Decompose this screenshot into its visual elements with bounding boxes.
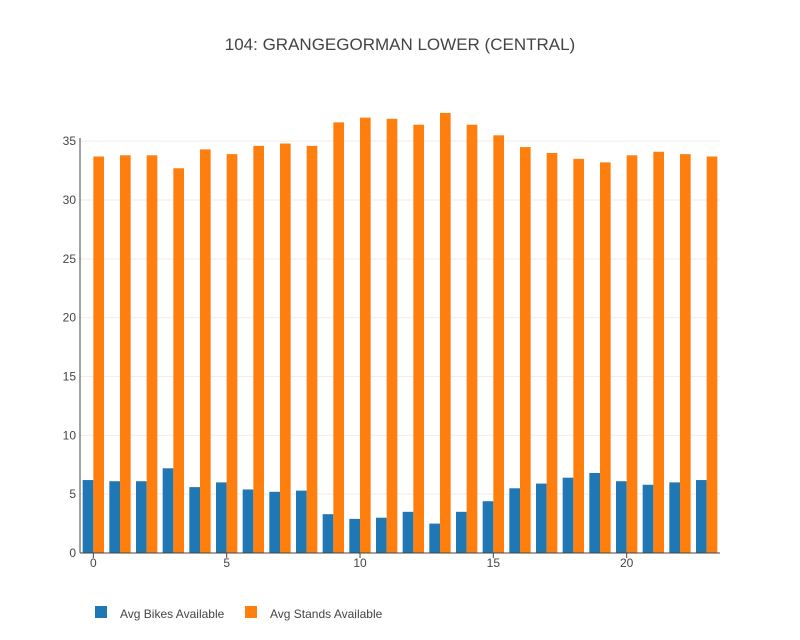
y-tick-label: 0	[69, 546, 76, 560]
bar-bikes[interactable]	[482, 501, 494, 553]
legend-swatch	[245, 606, 257, 618]
bar-bikes[interactable]	[562, 477, 574, 553]
bar-stands[interactable]	[626, 155, 638, 553]
bar-bikes[interactable]	[616, 481, 627, 553]
legend-swatch	[95, 606, 107, 618]
bar-bikes[interactable]	[402, 511, 414, 553]
bar-stands[interactable]	[653, 151, 664, 553]
bar-stands[interactable]	[93, 156, 104, 554]
bar-stands[interactable]	[600, 162, 611, 554]
bar-stands[interactable]	[306, 145, 318, 553]
bar-stands[interactable]	[466, 124, 478, 553]
y-tick-label: 15	[63, 370, 77, 384]
bar-bikes[interactable]	[242, 489, 254, 553]
y-tick-label: 20	[63, 311, 77, 325]
y-tick-label: 30	[63, 193, 77, 207]
x-tick-label: 15	[487, 556, 501, 570]
bar-stands[interactable]	[280, 143, 291, 553]
bar-stands[interactable]	[573, 158, 584, 553]
bar-stands[interactable]	[360, 117, 371, 553]
y-tick-label: 5	[69, 487, 76, 501]
bar-bikes[interactable]	[509, 488, 520, 553]
axes: 0 5 10 15 20 25 30 35 0 5 10 15 20	[63, 134, 720, 570]
y-tick-label: 35	[63, 134, 77, 148]
bar-bikes[interactable]	[269, 491, 280, 553]
bar-bikes[interactable]	[109, 481, 120, 553]
bar-stands[interactable]	[146, 155, 158, 553]
bar-stands[interactable]	[226, 154, 238, 553]
bar-stands[interactable]	[333, 122, 344, 554]
bar-stands[interactable]	[413, 124, 424, 553]
bar-stands[interactable]	[200, 149, 211, 553]
bar-stands[interactable]	[386, 118, 398, 553]
bar-stands[interactable]	[440, 112, 451, 553]
legend-item[interactable]: Avg Bikes Available	[95, 606, 225, 621]
x-tick-label: 0	[90, 556, 97, 570]
bar-bikes[interactable]	[669, 482, 680, 553]
bar-bikes[interactable]	[82, 480, 94, 553]
bar-bikes[interactable]	[536, 483, 547, 553]
bar-bikes[interactable]	[376, 517, 387, 553]
bar-bikes[interactable]	[322, 514, 334, 553]
bar-bikes[interactable]	[696, 480, 707, 553]
x-tick-label: 10	[353, 556, 367, 570]
bar-stands[interactable]	[546, 152, 558, 553]
bar-bikes[interactable]	[162, 468, 174, 553]
bar-bikes[interactable]	[296, 490, 307, 553]
bar-stands[interactable]	[173, 168, 184, 554]
legend-item[interactable]: Avg Stands Available	[245, 606, 383, 621]
legend-label: Avg Bikes Available	[120, 607, 225, 621]
bar-stands[interactable]	[520, 147, 531, 553]
bar-stands[interactable]	[493, 135, 504, 553]
bars	[82, 112, 718, 554]
gridlines	[80, 140, 720, 495]
chart-title: 104: GRANGEGORMAN LOWER (CENTRAL)	[225, 35, 575, 54]
bar-stands[interactable]	[120, 155, 131, 553]
y-tick-label: 10	[63, 428, 77, 442]
bar-bikes[interactable]	[216, 482, 227, 553]
x-tick-label: 20	[620, 556, 634, 570]
bar-stands[interactable]	[706, 156, 718, 554]
bar-bikes[interactable]	[589, 472, 600, 553]
legend[interactable]: Avg Bikes Available Avg Stands Available	[95, 606, 383, 621]
y-tick-label: 25	[63, 252, 77, 266]
bar-bikes[interactable]	[189, 487, 200, 553]
x-tick-label: 5	[223, 556, 230, 570]
bar-bikes[interactable]	[456, 511, 467, 553]
bar-stands[interactable]	[680, 154, 691, 553]
legend-label: Avg Stands Available	[270, 607, 383, 621]
bar-bikes[interactable]	[642, 484, 654, 553]
bar-bikes[interactable]	[349, 518, 360, 553]
bar-bikes[interactable]	[136, 481, 147, 553]
bar-stands[interactable]	[253, 145, 264, 553]
bar-bikes[interactable]	[429, 523, 440, 553]
